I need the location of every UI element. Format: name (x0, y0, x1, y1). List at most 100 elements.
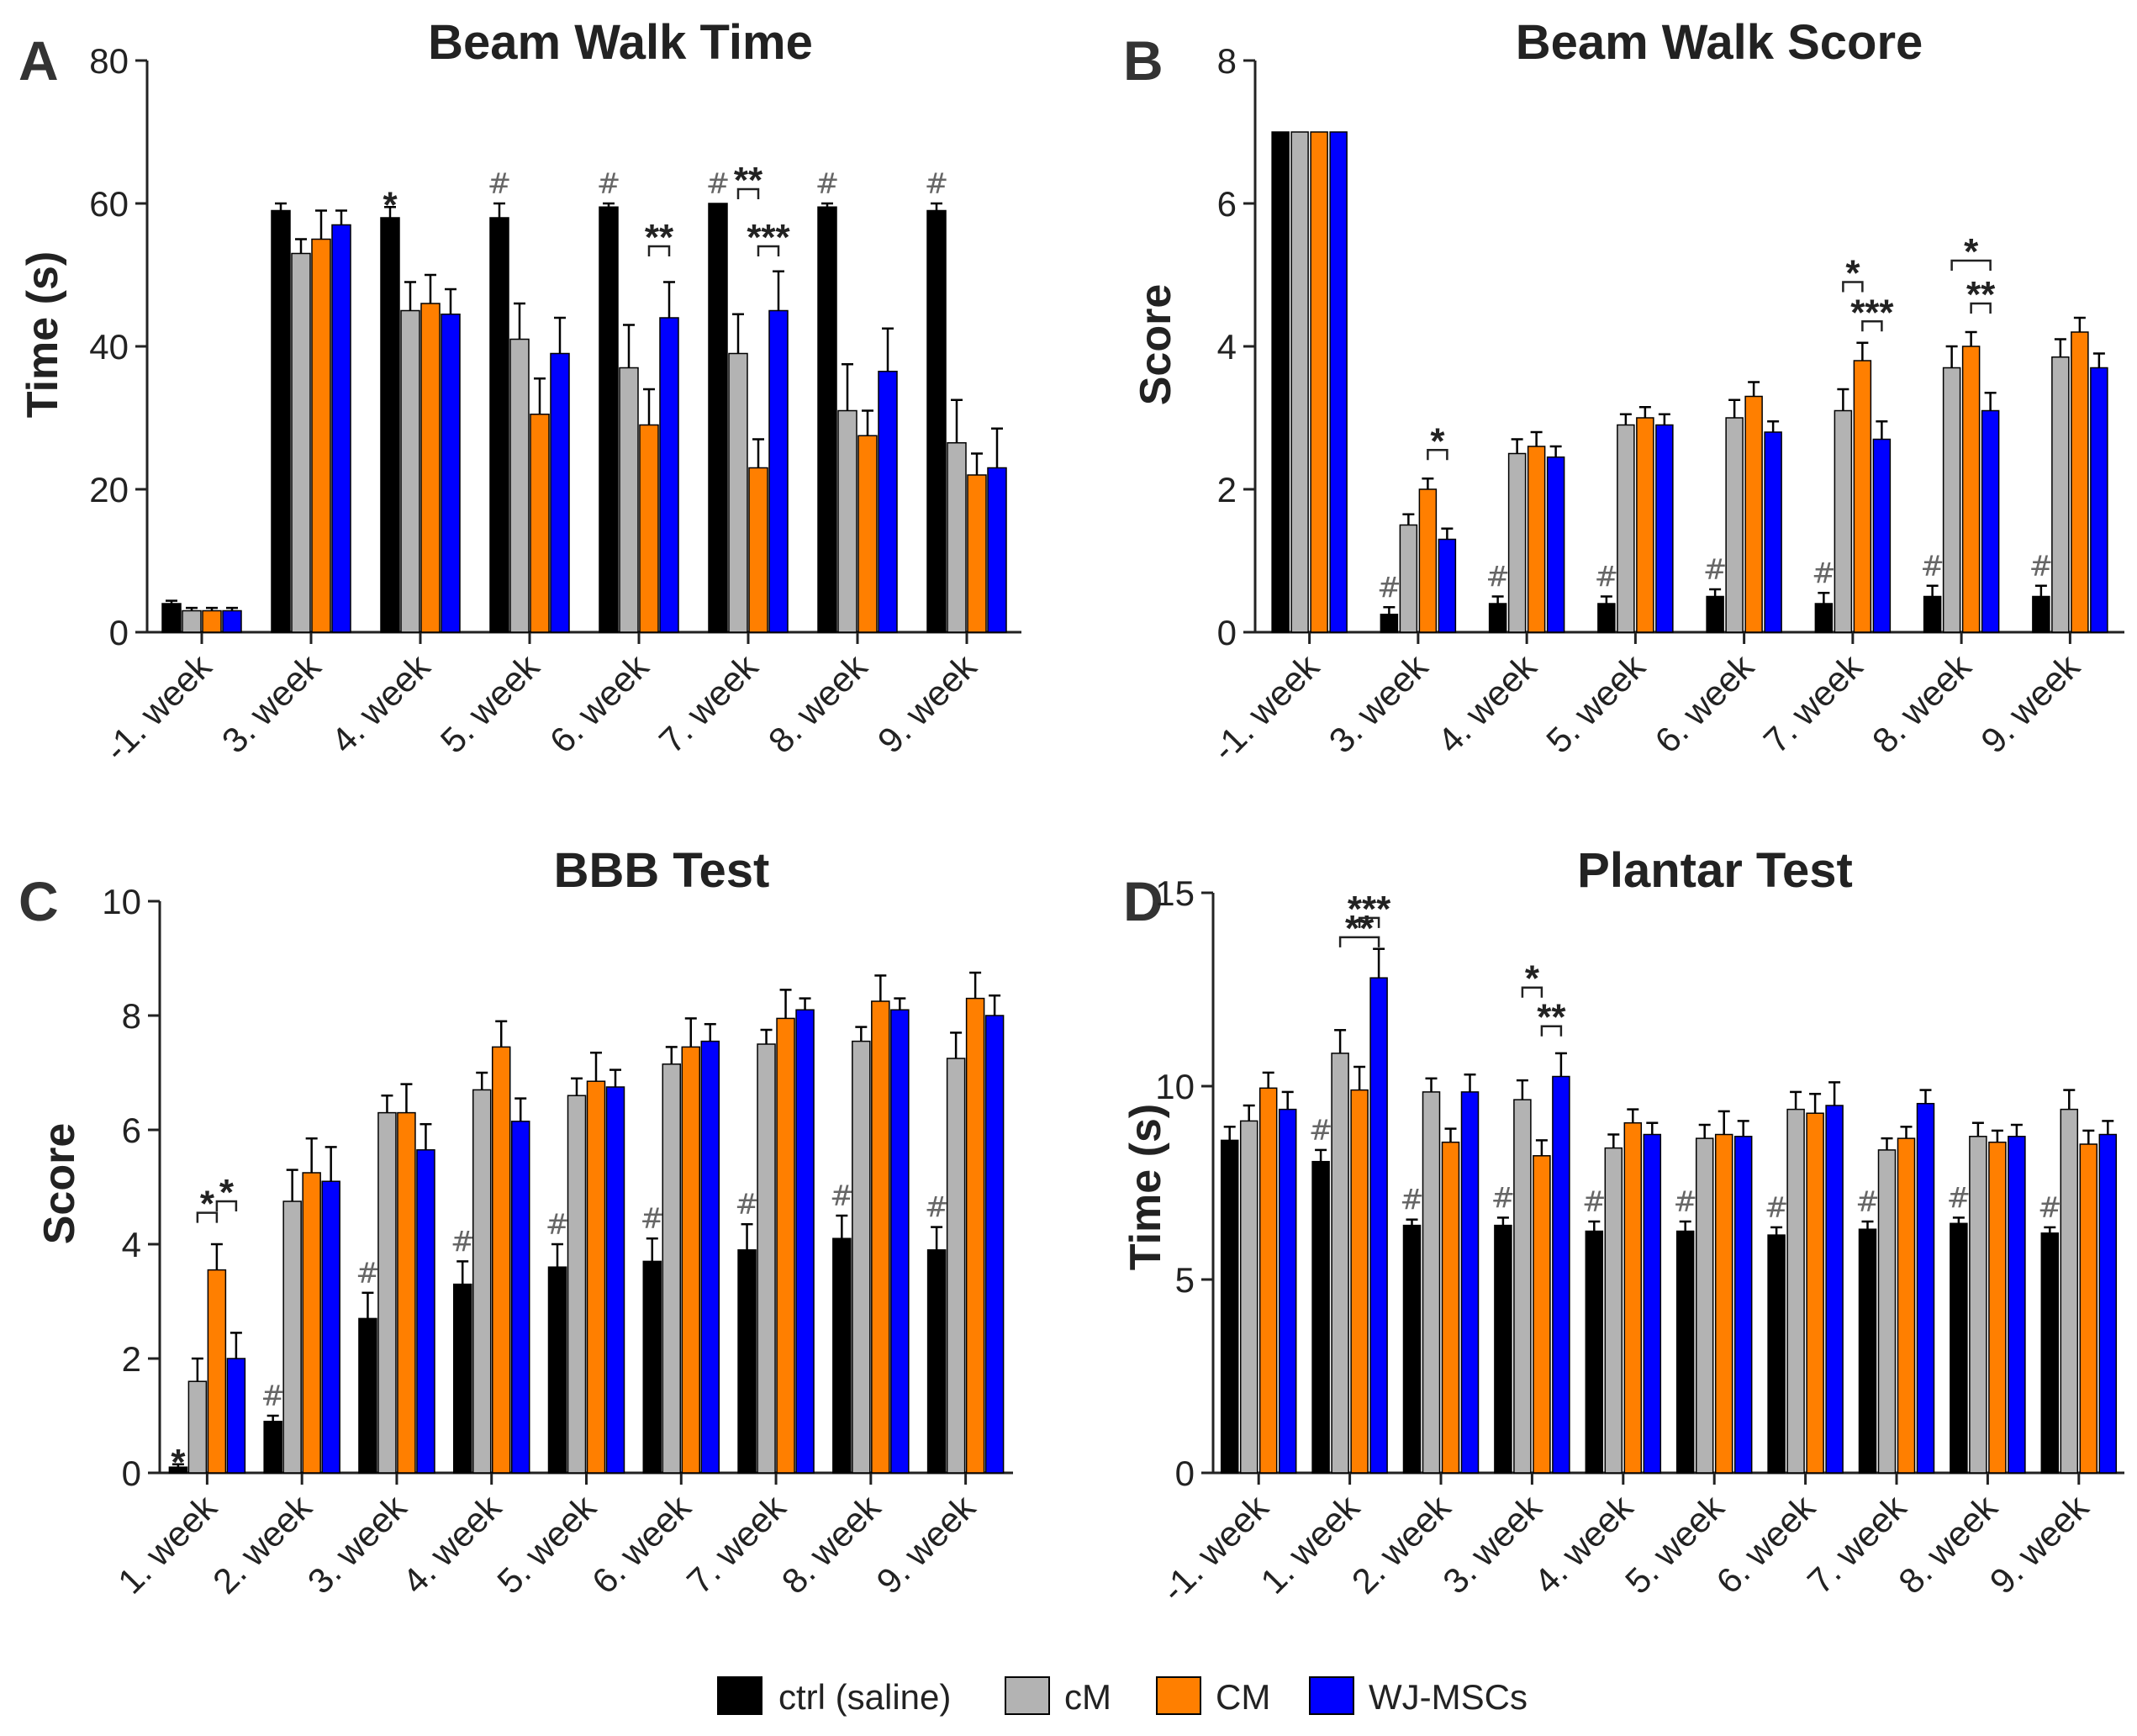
panel-a-bar-cm-upper (857, 435, 878, 633)
panel-c-bar-ctrl (547, 1266, 567, 1474)
panel-a-hash-mark: # (706, 167, 731, 201)
panel-b-bar-wj-mscs (1329, 131, 1348, 633)
panel-b-bar-cm-lower (1725, 417, 1744, 633)
panel-b-bar-cm-lower (1942, 367, 1961, 633)
panel-d-bar-cm-lower (2060, 1108, 2079, 1474)
panel-d-hash-mark: # (1491, 1181, 1516, 1215)
legend-label-cm-lower: cM (1064, 1677, 1111, 1717)
panel-c-y-tick-label: 8 (122, 996, 141, 1036)
panel-c-bar-ctrl (832, 1237, 852, 1474)
legend: ctrl (saline) cM CM WJ-MSCs (717, 1676, 1528, 1717)
panel-b-sig-label: * (1964, 231, 1979, 272)
panel-a-bar-wj-mscs (441, 314, 461, 633)
panel-letter-a: A (18, 29, 59, 92)
panel-c-bar-cm-lower (187, 1380, 208, 1474)
panel-c-x-tick-label: 6. week (584, 1486, 699, 1601)
panel-b-sig-label: * (1430, 420, 1445, 462)
panel-a-x-tick-label: 4. week (324, 646, 438, 760)
panel-a-y-tick-label: 80 (89, 41, 129, 81)
panel-a-bar-ctrl (817, 206, 837, 633)
panel-d-y-tick-label: 10 (1155, 1067, 1195, 1106)
panel-b-bar-wj-mscs (1438, 538, 1457, 633)
panel-b-bar-ctrl (1380, 614, 1399, 633)
panel-a-bar-ctrl (926, 209, 947, 633)
panel-d-y-tick-label: 5 (1175, 1260, 1195, 1300)
panel-b-y-tick-label: 4 (1217, 327, 1237, 367)
panel-a-y-axis-label: Time (s) (18, 251, 67, 418)
panel-a-hash-mark: # (815, 167, 840, 201)
panel-d-x-tick-label: 5. week (1617, 1486, 1732, 1601)
panel-b-bar-cm-lower (2051, 356, 2070, 633)
panel-b-bar-ctrl (1597, 603, 1616, 633)
panel-a-title: Beam Walk Time (428, 15, 813, 70)
panel-c-bar-cm-upper (397, 1111, 416, 1474)
panel-a-hash-mark: # (597, 167, 621, 201)
panel-c-hash-mark: # (830, 1179, 854, 1213)
panel-c-hash-mark: # (261, 1380, 285, 1413)
panel-b-sig-label: * (1845, 253, 1860, 294)
panel-d-sig-label: * (1525, 958, 1540, 1000)
panel-b-x-tick-label: 5. week (1538, 646, 1653, 760)
panel-c-bar-wj-mscs (795, 1009, 815, 1474)
panel-d-sig-bracket (1540, 1025, 1563, 1037)
panel-a-bar-cm-lower (728, 352, 748, 633)
panel-d-x-tick-label: 8. week (1891, 1486, 2005, 1601)
panel-letter-d: D (1123, 870, 1163, 932)
panel-c-bar-cm-upper (776, 1017, 795, 1474)
panel-b-bar-cm-upper (1636, 417, 1654, 633)
panel-c-sig-label: * (200, 1184, 215, 1225)
panel-c-bar-cm-lower (946, 1058, 966, 1474)
panel-d-sig-bracket (1521, 986, 1543, 998)
panel-d-bar-wj-mscs (1916, 1102, 1935, 1474)
panel-c-bar-cm-upper (871, 1000, 890, 1474)
legend-label-cm-upper: CM (1216, 1677, 1270, 1717)
panel-d-bar-ctrl (1220, 1139, 1239, 1474)
panel-c-bar-wj-mscs (321, 1180, 340, 1474)
legend-swatch-cm-lower (1005, 1676, 1050, 1715)
panel-a-bar-ctrl (271, 209, 291, 633)
panel-a-bar-ctrl (161, 603, 182, 633)
panel-d-bar-ctrl (2040, 1232, 2060, 1474)
panel-b-y-tick-label: 6 (1217, 184, 1237, 224)
panel-b-y-tick-label: 8 (1217, 41, 1237, 81)
panel-b-x-tick-label: -1. week (1205, 646, 1327, 768)
panel-c-x-tick-label: 3. week (300, 1486, 414, 1601)
panel-d-sig-label: *** (1348, 889, 1391, 930)
panel-a-y-tick-label: 20 (89, 470, 129, 509)
panel-c-bar-wj-mscs (510, 1121, 530, 1474)
panel-b-bar-ctrl (2032, 595, 2050, 633)
panel-c-bar-cm-lower (852, 1040, 871, 1474)
panel-a-bar-cm-upper (530, 414, 550, 633)
panel-a-bar-ctrl (489, 217, 509, 633)
panel-d-hash-mark: # (1673, 1185, 1697, 1219)
panel-d-x-tick-label: 6. week (1708, 1486, 1823, 1601)
panel-b-bar-cm-lower (1507, 452, 1527, 633)
panel-c-bar-ctrl (642, 1260, 662, 1474)
panel-b-bar-ctrl (1271, 131, 1290, 633)
panel-a-x-tick-label: 8. week (761, 646, 875, 760)
panel-a-bar-wj-mscs (222, 609, 242, 633)
panel-a-y-tick-label: 40 (89, 327, 129, 367)
panel-c-bar-ctrl (737, 1249, 757, 1474)
panel-d-plantar-test: D Plantar Test Time (s) 0 5 10 15 -1. week1.… (1121, 843, 2124, 1610)
panel-b-bar-ctrl (1706, 595, 1724, 633)
panel-b-title: Beam Walk Score (1516, 15, 1923, 70)
panel-d-x-tick-label: 9. week (1982, 1486, 2097, 1601)
panel-b-sig-bracket (1861, 320, 1883, 332)
panel-b-y-tick-label: 0 (1217, 613, 1237, 652)
panel-d-bar-ctrl (1494, 1224, 1512, 1474)
panel-d-bar-wj-mscs (1460, 1091, 1480, 1474)
panel-b-bar-cm-lower (1834, 409, 1853, 633)
legend-swatch-cm-upper (1156, 1676, 1201, 1715)
panel-c-bar-ctrl (358, 1317, 377, 1474)
panel-b-sig-label: ** (1966, 274, 1996, 315)
panel-d-sig-label: ** (1345, 908, 1375, 949)
panel-c-star-mark: * (171, 1442, 186, 1483)
panel-a-sig-label: ** (645, 217, 674, 258)
panel-b-x-tick-label: 4. week (1430, 646, 1544, 760)
panel-a-bar-cm-upper (639, 424, 659, 633)
panel-d-bar-cm-lower (1422, 1091, 1441, 1474)
panel-b-x-tick-label: 9. week (1973, 646, 2087, 760)
panel-a-bar-wj-mscs (550, 352, 570, 633)
panel-c-bar-cm-upper (491, 1046, 511, 1474)
